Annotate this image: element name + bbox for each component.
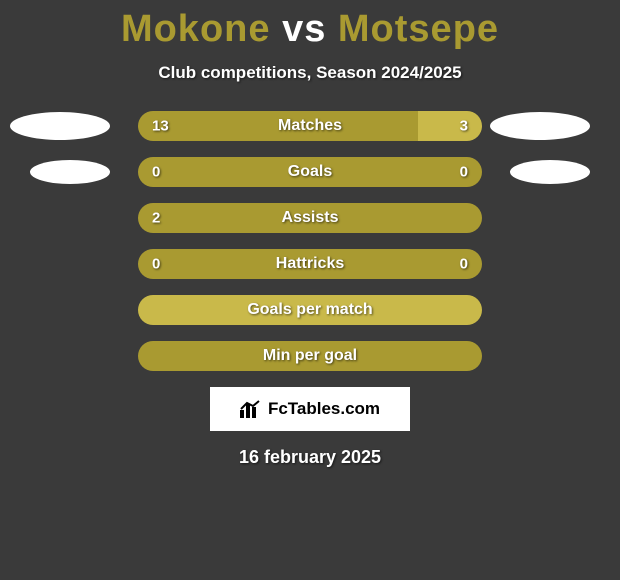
- stat-value-right: 3: [460, 118, 468, 135]
- date-text: 16 february 2025: [0, 447, 620, 468]
- stat-row: Min per goal: [0, 341, 620, 371]
- stat-label: Min per goal: [263, 347, 357, 365]
- stat-row: Hattricks 0 0: [0, 249, 620, 279]
- stat-label: Hattricks: [276, 255, 344, 273]
- stat-value-left: 2: [152, 210, 160, 227]
- stat-bar: Min per goal: [138, 341, 482, 371]
- stat-value-right: 0: [460, 164, 468, 181]
- player1-ellipse: [10, 112, 110, 140]
- stat-row: Goals per match: [0, 295, 620, 325]
- stat-row: Assists 2: [0, 203, 620, 233]
- logo-text: FcTables.com: [268, 399, 380, 419]
- vs-text: vs: [282, 8, 326, 50]
- stat-bar: Hattricks 0 0: [138, 249, 482, 279]
- stat-bar-left: [138, 157, 310, 187]
- stat-value-left: 13: [152, 118, 169, 135]
- subtitle: Club competitions, Season 2024/2025: [0, 63, 620, 83]
- stat-label: Goals: [288, 163, 332, 181]
- stat-bar-right: [418, 111, 483, 141]
- stat-value-left: 0: [152, 256, 160, 273]
- player2-ellipse: [510, 160, 590, 184]
- chart-icon: [240, 400, 262, 418]
- player1-name: Mokone: [121, 8, 271, 50]
- stat-label: Assists: [282, 209, 339, 227]
- stat-bar: Assists 2: [138, 203, 482, 233]
- stat-rows-container: Matches133Goals00Assists2Hattricks00Goal…: [0, 111, 620, 371]
- stat-value-right: 0: [460, 256, 468, 273]
- player2-ellipse: [490, 112, 590, 140]
- stat-bar: Matches 13 3: [138, 111, 482, 141]
- stat-value-left: 0: [152, 164, 160, 181]
- stat-bar: Goals 0 0: [138, 157, 482, 187]
- stat-row: Matches 13 3: [0, 111, 620, 141]
- player1-ellipse: [30, 160, 110, 184]
- stat-label: Matches: [278, 117, 342, 135]
- stat-row: Goals 0 0: [0, 157, 620, 187]
- stat-label: Goals per match: [247, 301, 372, 319]
- stat-bar: Goals per match: [138, 295, 482, 325]
- player2-name: Motsepe: [338, 8, 499, 50]
- stat-bar-right: [310, 157, 482, 187]
- fctables-logo: FcTables.com: [210, 387, 410, 431]
- page-title: Mokone vs Motsepe: [0, 0, 620, 51]
